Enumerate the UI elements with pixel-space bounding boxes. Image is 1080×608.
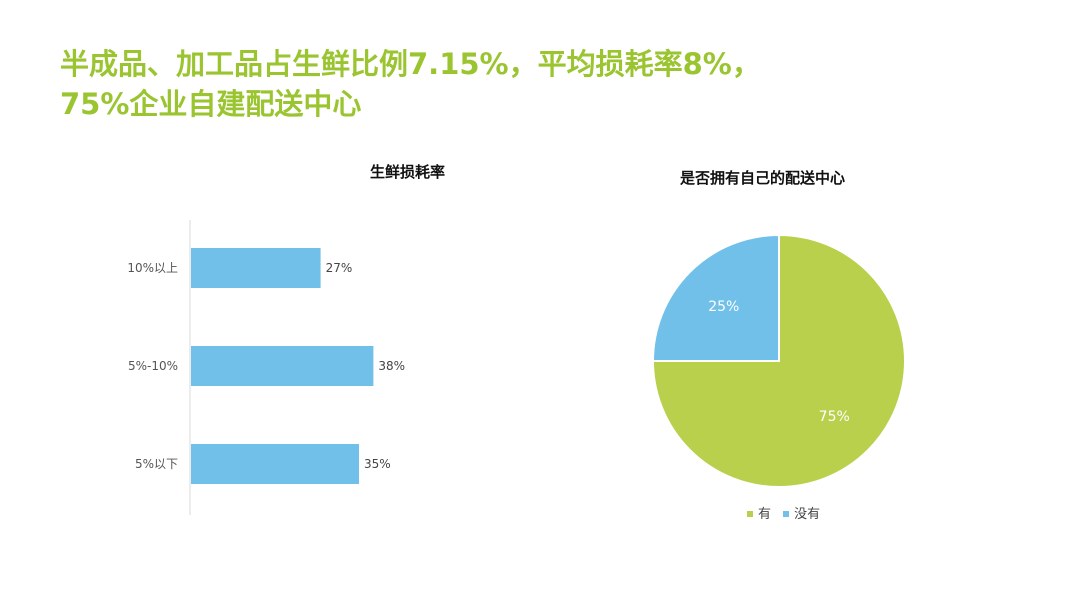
bar-data-label-0: 27% — [326, 261, 353, 275]
legend-swatch-have — [747, 510, 753, 517]
bar-category-label-0: 10%以上 — [127, 261, 178, 275]
legend-label-not-have: 没有 — [794, 507, 821, 522]
pie-legend: 有 没有 — [747, 503, 828, 522]
legend-swatch-not-have — [783, 510, 790, 517]
bar-data-label-1: 38% — [378, 359, 405, 373]
pie-slice-0 — [651, 233, 906, 488]
bar-2 — [191, 444, 359, 484]
bar-chart-title: 生鲜损耗率 — [370, 163, 446, 181]
legend-item-not-have: 没有 — [783, 503, 820, 522]
page-headline: 半成品、加工品占生鲜比例7.15%，平均损耗率8%， 75%企业自建配送中心 — [60, 44, 761, 124]
bar-category-label-1: 5%-10% — [128, 359, 178, 373]
pie-chart-title: 是否拥有自己的配送中心 — [680, 169, 846, 187]
bar-0 — [191, 248, 321, 288]
headline-line-1: 半成品、加工品占生鲜比例7.15%，平均损耗率8%， — [60, 47, 761, 81]
pie-slice-1 — [651, 233, 780, 362]
pie-data-label-0: 75% — [819, 409, 850, 425]
legend-item-have: 有 — [747, 503, 771, 522]
bar-1 — [191, 346, 374, 386]
pie-data-label-1: 25% — [708, 299, 739, 315]
headline-line-2: 75%企业自建配送中心 — [60, 87, 362, 121]
bar-data-label-2: 35% — [364, 457, 391, 471]
bar-category-label-2: 5%以下 — [135, 457, 178, 471]
legend-label-have: 有 — [758, 507, 772, 522]
